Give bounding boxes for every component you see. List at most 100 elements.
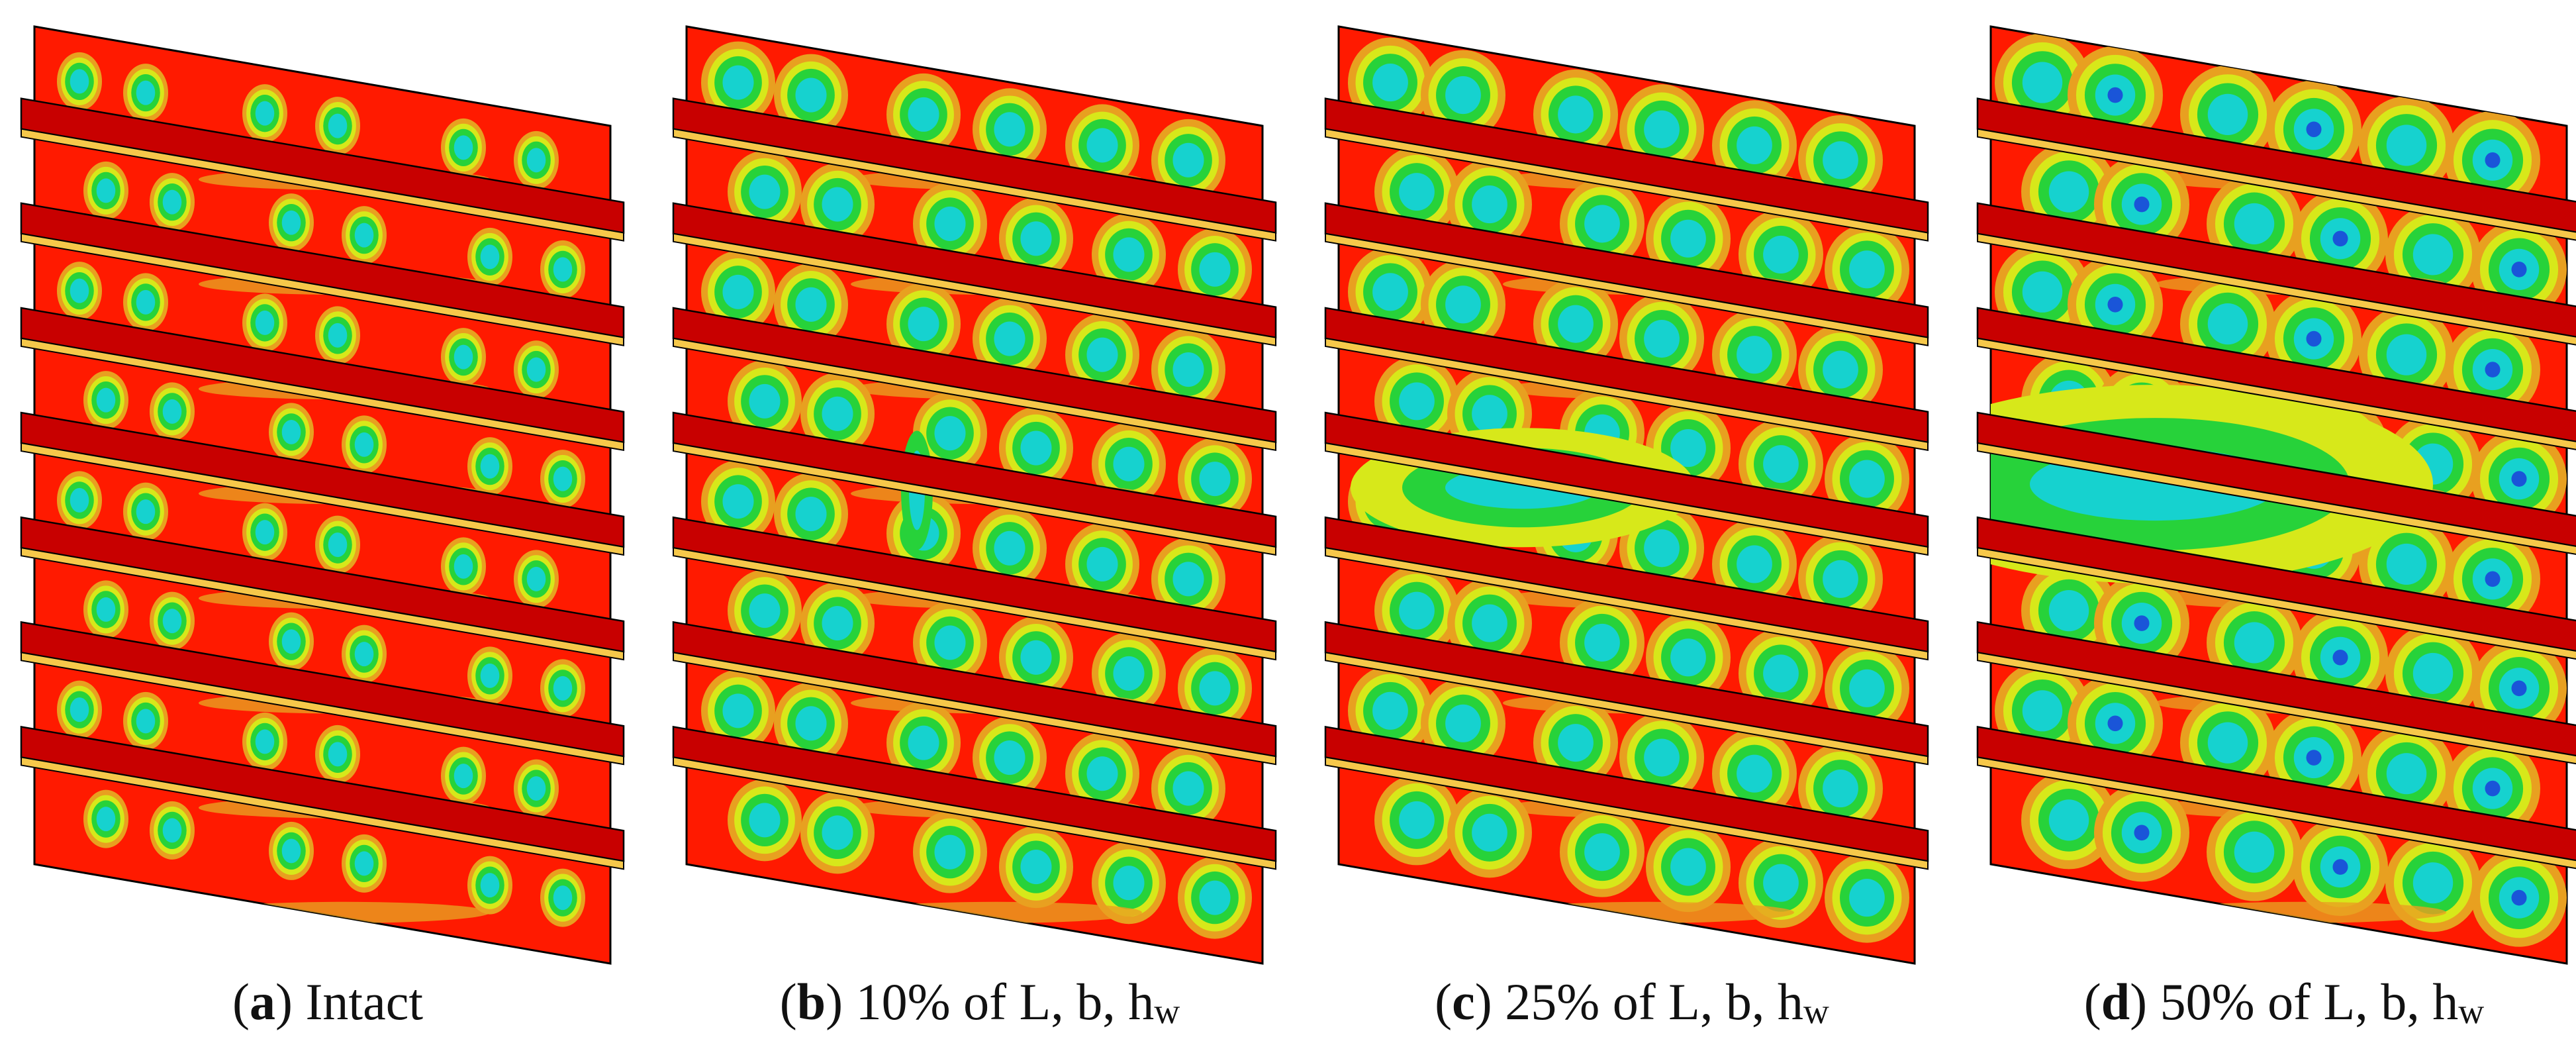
- contour-blob: [1399, 591, 1435, 630]
- contour-blob: [1644, 319, 1680, 358]
- contour-blob: [2386, 125, 2427, 166]
- stiffener-flange: [1325, 652, 1929, 766]
- stiffener-flange: [1977, 232, 2576, 346]
- stiffener-flange: [1325, 756, 1929, 870]
- contour-blob: [1199, 671, 1231, 706]
- plate-contour-d: [1976, 25, 2576, 965]
- contour-blob: [1399, 382, 1435, 421]
- contour-blob: [2412, 234, 2454, 275]
- contour-blob: [1445, 704, 1481, 742]
- contour-blob: [2412, 862, 2454, 904]
- contour-blob: [162, 609, 182, 634]
- contour-blob: [908, 725, 939, 760]
- contour-blob: [2134, 615, 2150, 631]
- contour-blob: [480, 873, 500, 898]
- contour-blob: [1763, 864, 1799, 902]
- caption-d: (d) 50% of L, b, hw: [2083, 973, 2485, 1031]
- contour-blob: [2207, 722, 2248, 764]
- contour-blob: [822, 815, 853, 850]
- stiffener-web: [1976, 725, 2576, 862]
- contour-blob: [1558, 305, 1594, 343]
- contour-blob: [2234, 622, 2275, 664]
- contour-blob: [1199, 462, 1231, 497]
- contour-blob: [1737, 545, 1772, 583]
- contour-blob: [1199, 252, 1231, 287]
- contour-blob: [354, 223, 374, 248]
- contour-blob: [1020, 221, 1052, 256]
- stiffener-flange: [1325, 442, 1929, 556]
- contour-blob: [136, 709, 156, 734]
- caption-text: 50% of L, b, h: [2160, 973, 2459, 1030]
- contour-blob: [281, 838, 301, 864]
- contour-blob: [328, 323, 348, 348]
- stiffener-web: [1976, 516, 2576, 652]
- contour-blob: [749, 803, 781, 838]
- stiffener-flange: [673, 232, 1276, 346]
- stiffener-flange: [673, 756, 1276, 870]
- contour-blob: [96, 597, 116, 622]
- stiffener-flange: [673, 128, 1276, 242]
- contour-blob: [1644, 738, 1680, 777]
- contour-blob: [553, 676, 573, 701]
- contour-blob: [994, 530, 1026, 566]
- stiffener-flange: [1977, 128, 2576, 241]
- contour-blob: [749, 383, 781, 419]
- contour-blob: [1445, 285, 1481, 324]
- contour-blob: [2306, 330, 2322, 347]
- contour-blob: [1086, 337, 1118, 372]
- stiffener-flange: [1325, 337, 1929, 452]
- contour-blob: [1086, 546, 1118, 581]
- contour-blob: [1172, 562, 1204, 597]
- contour-blob: [2207, 93, 2248, 135]
- contour-blob: [2511, 471, 2527, 487]
- panel-a-intact: (a) Intact: [0, 0, 655, 1051]
- contour-blob: [749, 174, 781, 209]
- stiffener-web: [1976, 97, 2576, 233]
- contour-blob: [1113, 237, 1145, 272]
- contour-blob: [1472, 604, 1507, 642]
- contour-blob: [281, 210, 301, 235]
- stiffener-flange: [673, 652, 1276, 766]
- caption-text: 10% of L, b, h: [855, 973, 1155, 1030]
- stiffener-flange: [1325, 232, 1929, 346]
- contour-strip: [2155, 901, 2446, 923]
- contour-blob: [2386, 753, 2427, 795]
- contour-blob: [1086, 756, 1118, 791]
- contour-blob: [70, 697, 89, 723]
- contour-layer: [1348, 37, 1909, 943]
- plate-group: [1324, 25, 1929, 965]
- stiffener-flange: [1977, 442, 2576, 555]
- contour-blob: [1372, 64, 1408, 102]
- contour-blob: [1763, 445, 1799, 483]
- contour-blob: [2048, 590, 2089, 632]
- panel-b-10-percent: (b) 10% of L, b, hw: [652, 0, 1308, 1051]
- contour-blob: [1670, 638, 1706, 677]
- plate-group: [1976, 25, 2576, 965]
- contour-blob: [1113, 446, 1145, 481]
- caption-text: Intact: [305, 973, 424, 1030]
- contour-blob: [1172, 142, 1204, 177]
- contour-blob: [822, 606, 853, 641]
- contour-blob: [1670, 848, 1706, 886]
- contour-blob: [354, 642, 374, 667]
- contour-blob: [1849, 879, 1885, 917]
- stiffener-flange: [673, 546, 1276, 661]
- contour-blob: [328, 742, 348, 767]
- contour-blob: [2234, 203, 2275, 244]
- contour-blob: [354, 851, 374, 876]
- contour-blob: [795, 497, 827, 532]
- contour-blob: [328, 113, 348, 138]
- contour-blob: [2485, 780, 2501, 797]
- stiffener-flange: [1325, 546, 1929, 661]
- contour-blob: [2332, 649, 2348, 666]
- contour-blob: [1472, 813, 1507, 852]
- contour-blob: [480, 244, 500, 270]
- contour-blob: [2107, 296, 2123, 313]
- contour-blob: [722, 484, 754, 519]
- contour-blob: [2511, 262, 2527, 277]
- contour-blob: [2485, 362, 2501, 377]
- contour-blob: [1823, 350, 1858, 389]
- caption-letter: a: [249, 973, 275, 1030]
- contour-blob: [795, 77, 827, 113]
- contour-blob: [96, 387, 116, 413]
